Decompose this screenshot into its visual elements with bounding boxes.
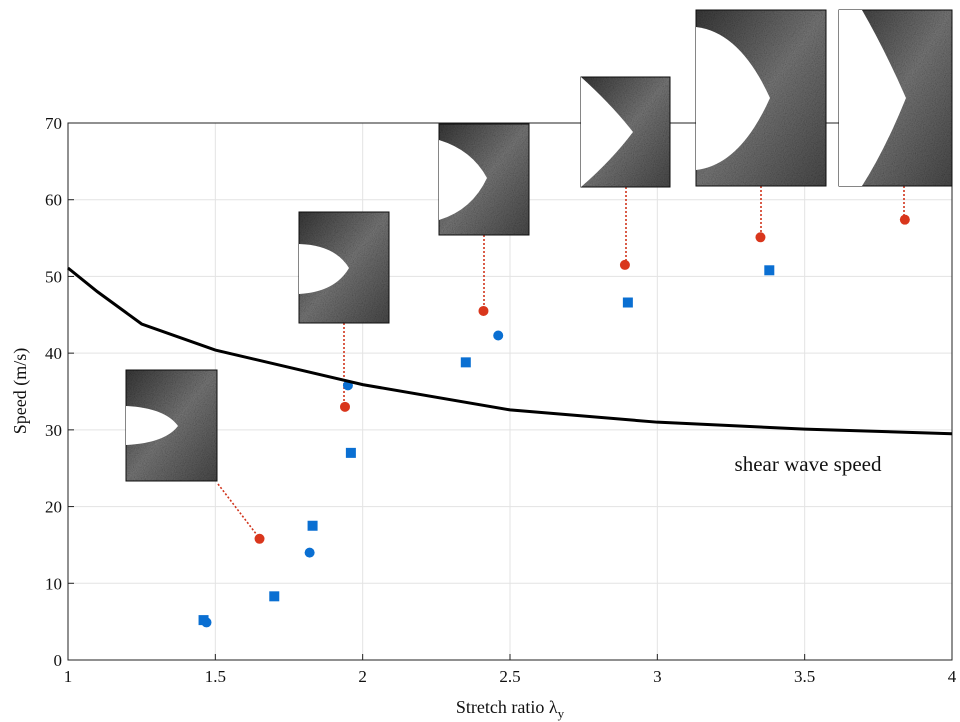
photo-inset bbox=[695, 9, 827, 187]
x-tick-label: 2 bbox=[358, 667, 367, 686]
x-tick-label: 3 bbox=[653, 667, 662, 686]
circle-point bbox=[493, 330, 504, 341]
y-tick-label: 10 bbox=[45, 574, 62, 593]
circle-point bbox=[254, 533, 265, 544]
x-tick-label: 4 bbox=[948, 667, 957, 686]
square-point bbox=[269, 591, 280, 602]
curve bbox=[67, 266, 953, 436]
x-label-text: Stretch ratio λ bbox=[456, 697, 558, 717]
photo-inset bbox=[298, 211, 390, 324]
circle-point bbox=[201, 617, 212, 628]
y-tick-label: 20 bbox=[45, 498, 62, 517]
y-tick-label: 70 bbox=[45, 114, 62, 133]
photo-inset bbox=[838, 9, 953, 187]
x-tick-label: 3.5 bbox=[794, 667, 815, 686]
y-axis-label: Speed (m/s) bbox=[10, 348, 31, 434]
y-tick-label: 0 bbox=[54, 651, 63, 670]
photo-inset bbox=[125, 369, 218, 482]
x-tick-label: 2.5 bbox=[499, 667, 520, 686]
circle-point bbox=[899, 214, 910, 225]
y-tick-label: 60 bbox=[45, 191, 62, 210]
y-tick-label: 50 bbox=[45, 267, 62, 286]
y-tick-label: 30 bbox=[45, 421, 62, 440]
x-tick-label: 1.5 bbox=[205, 667, 226, 686]
circle-point bbox=[339, 401, 350, 412]
square-point bbox=[345, 447, 356, 458]
circle-point bbox=[304, 547, 315, 558]
circle-point bbox=[478, 305, 489, 316]
square-point bbox=[622, 297, 633, 308]
x-axis-label: Stretch ratio λy bbox=[456, 697, 565, 721]
x-tick-label: 1 bbox=[64, 667, 73, 686]
square-point bbox=[460, 357, 471, 368]
leader-line bbox=[217, 483, 261, 540]
photo-inset bbox=[438, 123, 530, 236]
annotation: shear wave speed bbox=[735, 452, 882, 476]
y-tick-label: 40 bbox=[45, 344, 62, 363]
insets bbox=[125, 9, 953, 540]
square-point bbox=[764, 265, 775, 276]
photo-inset bbox=[580, 76, 671, 188]
circle-point bbox=[619, 259, 630, 270]
square-point bbox=[307, 520, 318, 531]
x-label-subscript: y bbox=[558, 706, 565, 721]
circle-point bbox=[755, 232, 766, 243]
